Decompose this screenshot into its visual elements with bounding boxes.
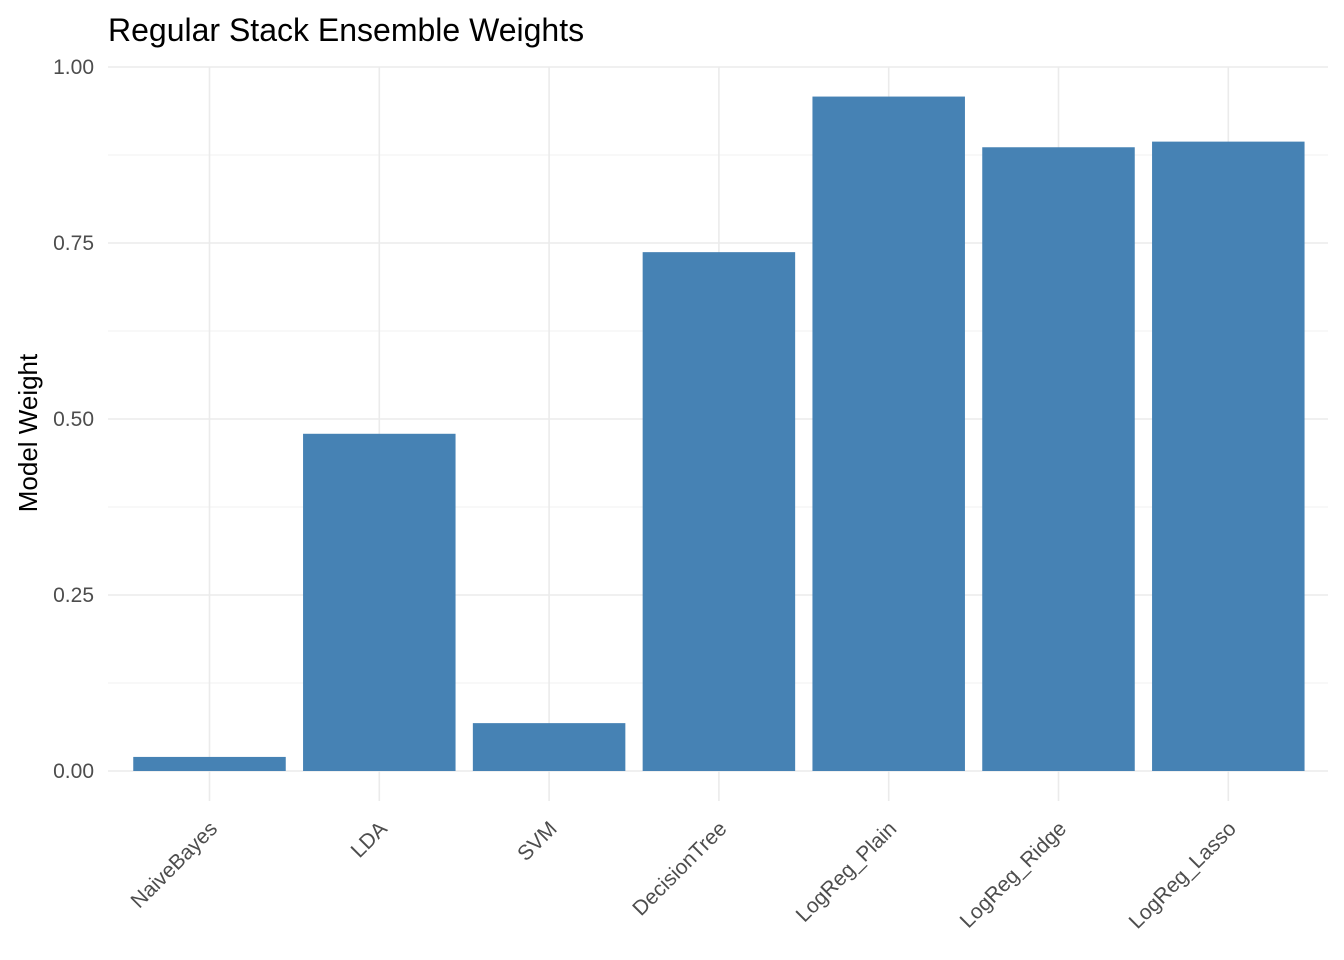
bar-LogReg_Ridge (982, 147, 1135, 772)
bar-LogReg_Plain (812, 96, 965, 772)
x-tick-label: LDA (347, 817, 392, 862)
x-tick-label: LogReg_Ridge (956, 817, 1071, 932)
bar-NaiveBayes (133, 756, 286, 771)
x-tick-label: SVM (513, 817, 561, 865)
y-tick-label: 0.25 (53, 584, 94, 607)
bar-LDA (303, 433, 456, 771)
x-axis-ticks: NaiveBayes LDA SVM DecisionTree LogReg_Plain… (127, 817, 1241, 933)
bars (133, 96, 1305, 772)
x-tick-label: NaiveBayes (127, 817, 223, 913)
bar-DecisionTree (642, 252, 796, 772)
y-axis-ticks: 0.00 0.25 0.50 0.75 1.00 (53, 56, 94, 783)
chart-title: Regular Stack Ensemble Weights (108, 12, 584, 48)
x-tick-label: LogReg_Lasso (1125, 817, 1241, 933)
x-tick-label: DecisionTree (628, 817, 731, 920)
bar-LogReg_Lasso (1152, 141, 1305, 771)
y-tick-label: 0.50 (53, 408, 94, 431)
y-tick-label: 1.00 (53, 56, 94, 79)
y-axis-label: Model Weight (13, 353, 43, 512)
y-tick-label: 0.75 (53, 232, 94, 255)
bar-SVM (472, 723, 626, 771)
y-tick-label: 0.00 (53, 760, 94, 783)
x-tick-label: LogReg_Plain (792, 817, 902, 927)
